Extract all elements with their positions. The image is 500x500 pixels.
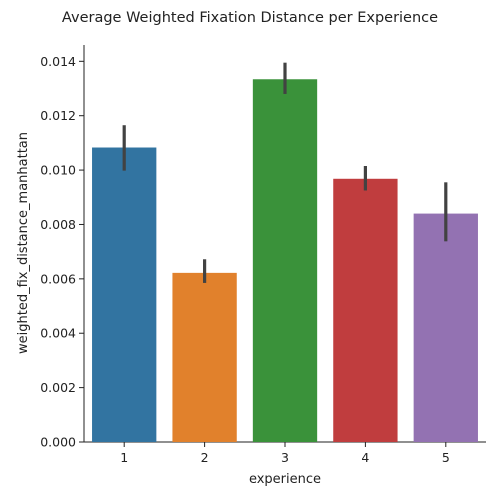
error-bars bbox=[122, 62, 448, 283]
bar-3 bbox=[252, 79, 318, 442]
y-tick-label: 0.004 bbox=[40, 326, 76, 341]
y-axis: 0.000 0.002 0.004 0.006 0.008 0.010 0.012 0.014 bbox=[40, 45, 85, 450]
y-tick-label: 0.008 bbox=[40, 217, 76, 232]
y-tick-label: 0.002 bbox=[40, 380, 76, 395]
x-tick-label: 4 bbox=[361, 450, 369, 465]
y-tick-label: 0.000 bbox=[40, 435, 76, 450]
bar-2 bbox=[172, 272, 237, 442]
x-axis-label: experience bbox=[249, 472, 321, 487]
x-tick-label: 5 bbox=[442, 450, 450, 465]
y-tick-label: 0.010 bbox=[40, 163, 76, 178]
bar-4 bbox=[333, 178, 398, 442]
y-tick-label: 0.006 bbox=[40, 271, 76, 286]
chart-title: Average Weighted Fixation Distance per E… bbox=[62, 10, 438, 26]
x-tick-label: 1 bbox=[120, 450, 128, 465]
x-tick-label: 3 bbox=[281, 450, 289, 465]
y-tick-label: 0.012 bbox=[40, 108, 76, 123]
x-axis: 1 2 3 4 5 bbox=[84, 441, 486, 465]
x-tick-label: 2 bbox=[201, 450, 209, 465]
y-axis-label: weighted_fix_distance_manhattan bbox=[16, 132, 31, 354]
bar-1 bbox=[92, 147, 157, 443]
y-tick-label: 0.014 bbox=[40, 54, 76, 69]
bar-5 bbox=[413, 213, 478, 442]
bars bbox=[92, 79, 478, 443]
